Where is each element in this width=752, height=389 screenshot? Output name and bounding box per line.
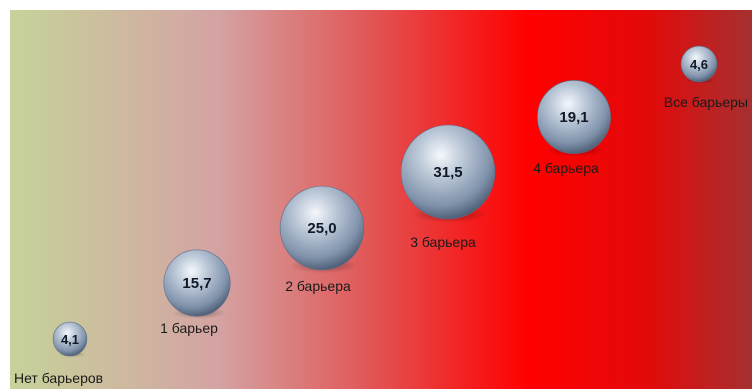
bubble-group: 19,1 4 барьера [533,80,611,176]
bubble-value-label: 25,0 [307,220,336,237]
bubble-value-label: 4,6 [690,57,708,72]
category-label: Все барьеры [664,94,748,110]
bubble-group: 15,7 1 барьер [160,249,231,336]
bubble-value-label: 4,1 [61,332,79,347]
bubble [163,249,231,317]
bubble [537,80,611,154]
bubble-value-label: 19,1 [559,109,588,126]
category-label: Нет барьеров [14,370,103,386]
bubble-group: 4,1 Нет барьеров [14,321,103,386]
category-label: 3 барьера [410,234,476,250]
bubble [52,321,88,357]
gradient-background [10,10,752,389]
bubble [680,45,718,83]
category-label: 4 барьера [533,160,599,176]
category-label: 1 барьер [160,320,218,336]
bubble [400,124,496,220]
bubble-group: 4,6 Все барьеры [664,45,748,110]
category-label: 2 барьера [285,278,351,294]
bubble-group: 25,0 2 барьера [279,185,365,294]
bubble-value-label: 31,5 [433,164,462,181]
bubble [279,185,365,271]
bubble-group: 31,5 3 барьера [400,124,496,250]
bubble-value-label: 15,7 [182,275,211,292]
